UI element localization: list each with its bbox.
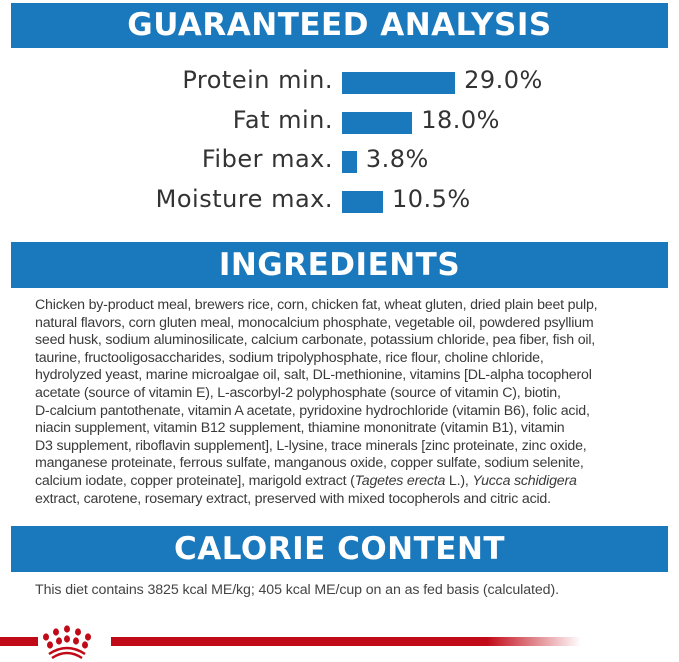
protein-bar	[342, 72, 456, 94]
ingredients-line: Chicken by-product meal, brewers rice, c…	[35, 297, 598, 313]
fat-bar	[342, 112, 413, 134]
ingredients-line: D-calcium pantothenate, vitamin A acetat…	[35, 402, 590, 419]
ingredients-line: niacin supplement, vitamin B12 supplemen…	[35, 420, 565, 437]
ingredients-italic-yucca: Yucca schidigera	[472, 472, 577, 489]
ingredients-text-part: L.),	[445, 472, 473, 489]
ingredients-line: acetate (source of vitamin E), L-ascorby…	[35, 384, 561, 401]
ingredients-line: calcium iodate, copper proteinate], mari…	[35, 473, 597, 491]
ingredients-italic-tagetes: Tagetes erecta	[354, 472, 446, 489]
analysis-row-moisture: Moisture max. 10.5%	[0, 185, 679, 215]
crown-logo-icon	[43, 625, 91, 660]
analysis-row-fat: Fat min. 18.0%	[0, 106, 679, 136]
ingredients-text: Chicken by-product meal, brewers rice, c…	[35, 297, 598, 508]
guaranteed-analysis-header: GUARANTEED ANALYSIS	[11, 3, 668, 48]
brand-line-right	[111, 637, 581, 646]
moisture-value: 10.5%	[391, 185, 471, 213]
ingredients-line: manganese proteinate, ferrous sulfate, m…	[35, 455, 584, 472]
moisture-bar	[342, 191, 383, 213]
analysis-row-protein: Protein min. 29.0%	[0, 66, 679, 96]
calorie-content-header: CALORIE CONTENT	[11, 526, 668, 572]
protein-label: Protein min.	[182, 66, 333, 94]
ingredients-line: natural flavors, corn gluten meal, monoc…	[35, 314, 594, 331]
ingredients-line: seed husk, sodium aluminosilicate, calci…	[35, 332, 596, 349]
fat-label: Fat min.	[232, 106, 333, 134]
brand-line-left	[0, 637, 38, 646]
analysis-row-fiber: Fiber max. 3.8%	[0, 145, 679, 175]
fiber-value: 3.8%	[365, 145, 429, 173]
ingredients-line: extract, carotene, rosemary extract, pre…	[35, 490, 551, 507]
ingredients-line: hydrolyzed yeast, marine microalgae oil,…	[35, 367, 592, 384]
fat-value: 18.0%	[421, 106, 500, 134]
moisture-label: Moisture max.	[155, 185, 333, 213]
calorie-content-text: This diet contains 3825 kcal ME/kg; 405 …	[35, 582, 559, 598]
ingredients-line: taurine, fructooligosaccharides, sodium …	[35, 349, 544, 366]
fiber-label: Fiber max.	[201, 145, 333, 173]
ingredients-text-part: calcium iodate, copper proteinate], mari…	[35, 472, 355, 489]
protein-value: 29.0%	[464, 66, 543, 94]
ingredients-line: D3 supplement, riboflavin supplement], L…	[35, 437, 587, 454]
ingredients-header: INGREDIENTS	[11, 242, 668, 288]
fiber-bar	[342, 151, 357, 173]
